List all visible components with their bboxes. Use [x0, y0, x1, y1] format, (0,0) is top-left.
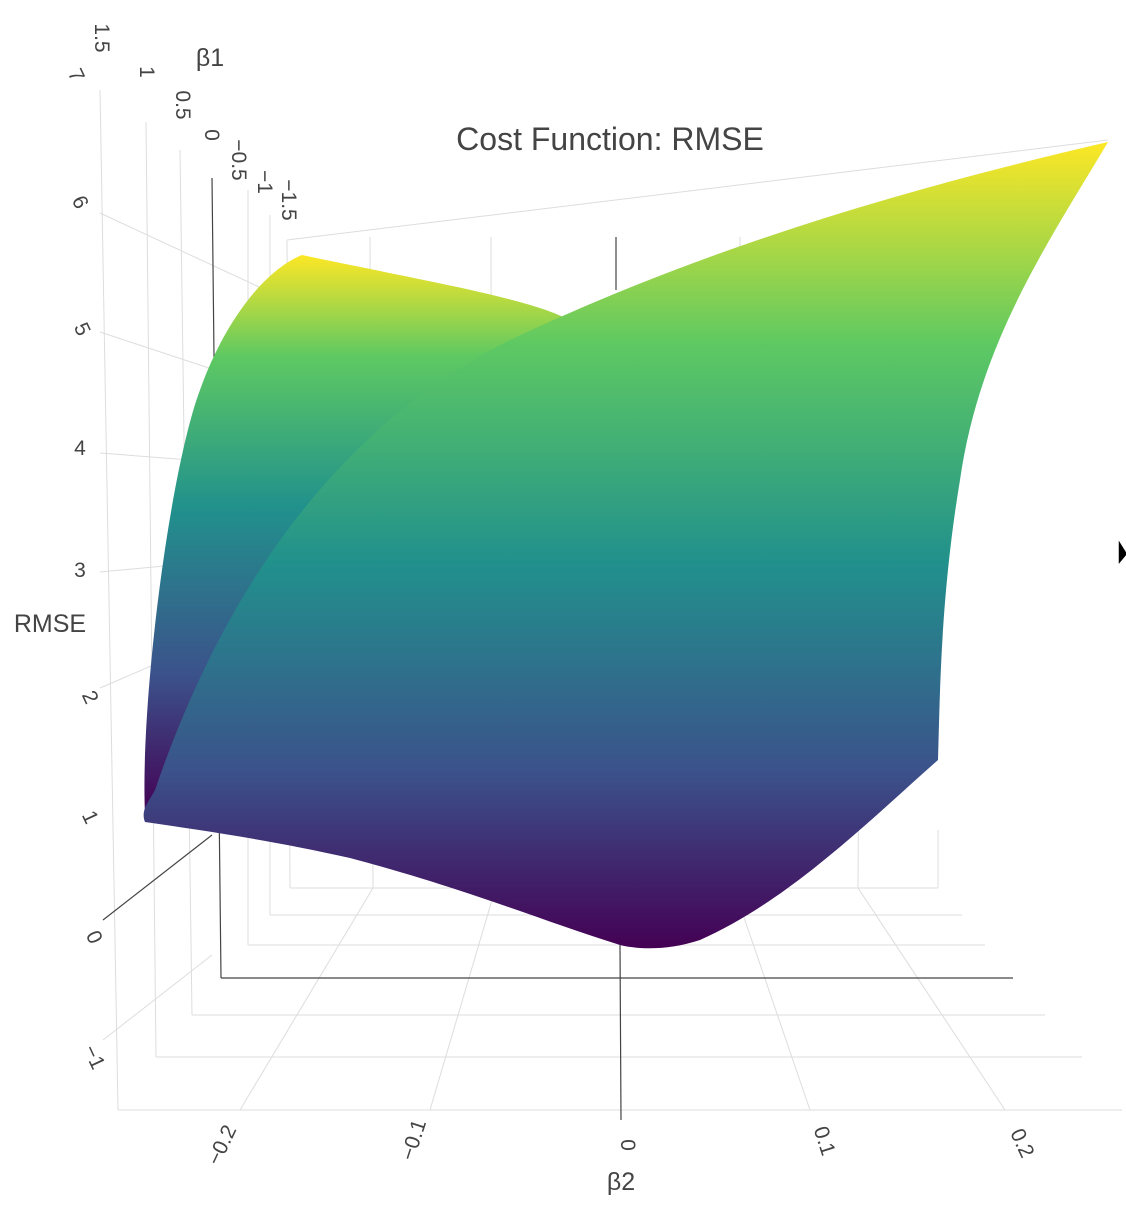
beta1-axis-ticks: 1.5 1 0.5 0 −0.5−1 −1.5 — [90, 23, 300, 220]
z-tick-label: 0 — [81, 927, 107, 947]
surface-main — [143, 142, 1109, 949]
z-tick-label: 7 — [63, 65, 89, 85]
surface-back-flap — [144, 255, 572, 815]
z-tick-label: 3 — [74, 559, 86, 582]
beta2-tick-label: 0.1 — [809, 1124, 840, 1159]
z-tick-label: 6 — [67, 192, 93, 212]
beta1-tick-label: 0.5 — [171, 90, 194, 119]
z-tick-label: 5 — [69, 319, 95, 339]
z-tick-label: −1 — [78, 1042, 109, 1073]
z-axis-label: RMSE — [14, 610, 86, 638]
beta1-tick-label: 1.5 — [90, 23, 113, 52]
beta2-tick-label: 0 — [616, 1139, 639, 1151]
chart-title: Cost Function: RMSE — [456, 121, 764, 157]
beta2-axis-ticks: −0.2 −0.1 0 0.1 0.2 — [203, 1117, 1039, 1169]
beta1-axis-label: β1 — [196, 44, 224, 72]
beta1-tick-label: −1 — [253, 170, 276, 194]
beta2-tick-label: 0.2 — [1005, 1125, 1038, 1161]
beta2-tick-label: −0.1 — [396, 1117, 431, 1164]
mouse-pointer-icon — [1117, 536, 1126, 569]
beta1-tick-label: 1 — [135, 66, 158, 78]
z-tick-label: 4 — [74, 437, 86, 460]
z-tick-label: 2 — [77, 687, 103, 707]
beta2-tick-label: −0.2 — [203, 1122, 241, 1169]
z-tick-label: 1 — [77, 807, 103, 827]
beta1-tick-label: −0.5 — [227, 139, 250, 180]
beta1-tick-label: −1.5 — [277, 179, 300, 220]
beta2-axis-label: β2 — [607, 1168, 635, 1196]
beta1-tick-label: 0 — [200, 129, 223, 141]
